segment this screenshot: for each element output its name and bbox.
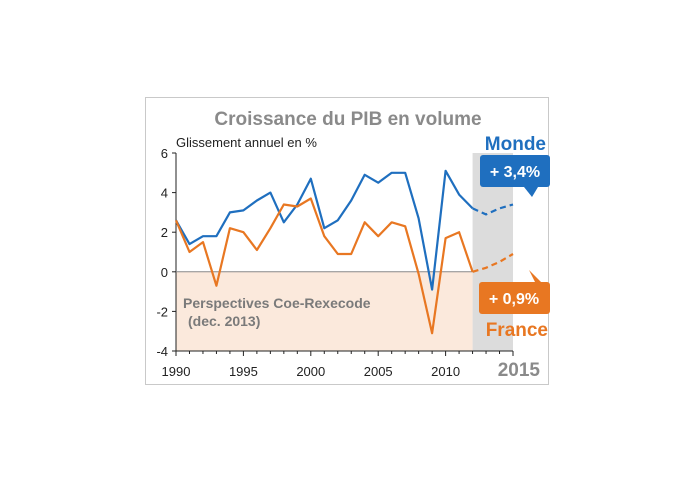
series-forecast-line-monde bbox=[472, 203, 514, 216]
x-tick-labels: 1990 1995 2000 2005 2010 bbox=[162, 351, 514, 379]
x-end-label: 2015 bbox=[498, 360, 541, 381]
x-tick-label: 2005 bbox=[364, 364, 393, 379]
series-forecast-line-france bbox=[472, 253, 514, 273]
y-tick-label: 2 bbox=[161, 225, 168, 240]
forecast-note-line-1: Perspectives Coe-Rexecode bbox=[183, 295, 371, 311]
x-tick-label: 1990 bbox=[162, 364, 191, 379]
forecast-note-line-2: (dec. 2013) bbox=[188, 313, 260, 329]
y-tick-label: 0 bbox=[161, 265, 168, 280]
callout-monde: + 3,4% bbox=[480, 155, 550, 197]
y-axis-label: Glissement annuel en % bbox=[176, 135, 317, 150]
chart-frame: Croissance du PIB en volume Glissement a… bbox=[145, 97, 550, 385]
callout-france-value: + 0,9% bbox=[489, 291, 539, 308]
chart-title: Croissance du PIB en volume bbox=[214, 109, 481, 130]
series-name-france: France bbox=[486, 320, 548, 341]
y-tick-label: -4 bbox=[156, 344, 168, 359]
series-line-france bbox=[174, 197, 474, 335]
y-tick-labels: 6 4 2 0 -2 -4 bbox=[156, 146, 176, 359]
axes bbox=[175, 153, 513, 352]
series-name-monde: Monde bbox=[485, 134, 546, 155]
negative-zone-shading bbox=[176, 271, 473, 351]
callout-monde-value: + 3,4% bbox=[490, 164, 540, 181]
x-tick-label: 2010 bbox=[431, 364, 460, 379]
series-line-monde bbox=[175, 169, 474, 291]
y-tick-label: 6 bbox=[161, 146, 168, 161]
series-layer bbox=[174, 169, 514, 335]
y-tick-label: 4 bbox=[161, 186, 168, 201]
x-tick-label: 2000 bbox=[296, 364, 325, 379]
callout-france: + 0,9% bbox=[479, 270, 550, 314]
gdp-growth-chart: Croissance du PIB en volume Glissement a… bbox=[156, 109, 550, 381]
y-tick-label: -2 bbox=[156, 304, 168, 319]
x-tick-label: 1995 bbox=[229, 364, 258, 379]
